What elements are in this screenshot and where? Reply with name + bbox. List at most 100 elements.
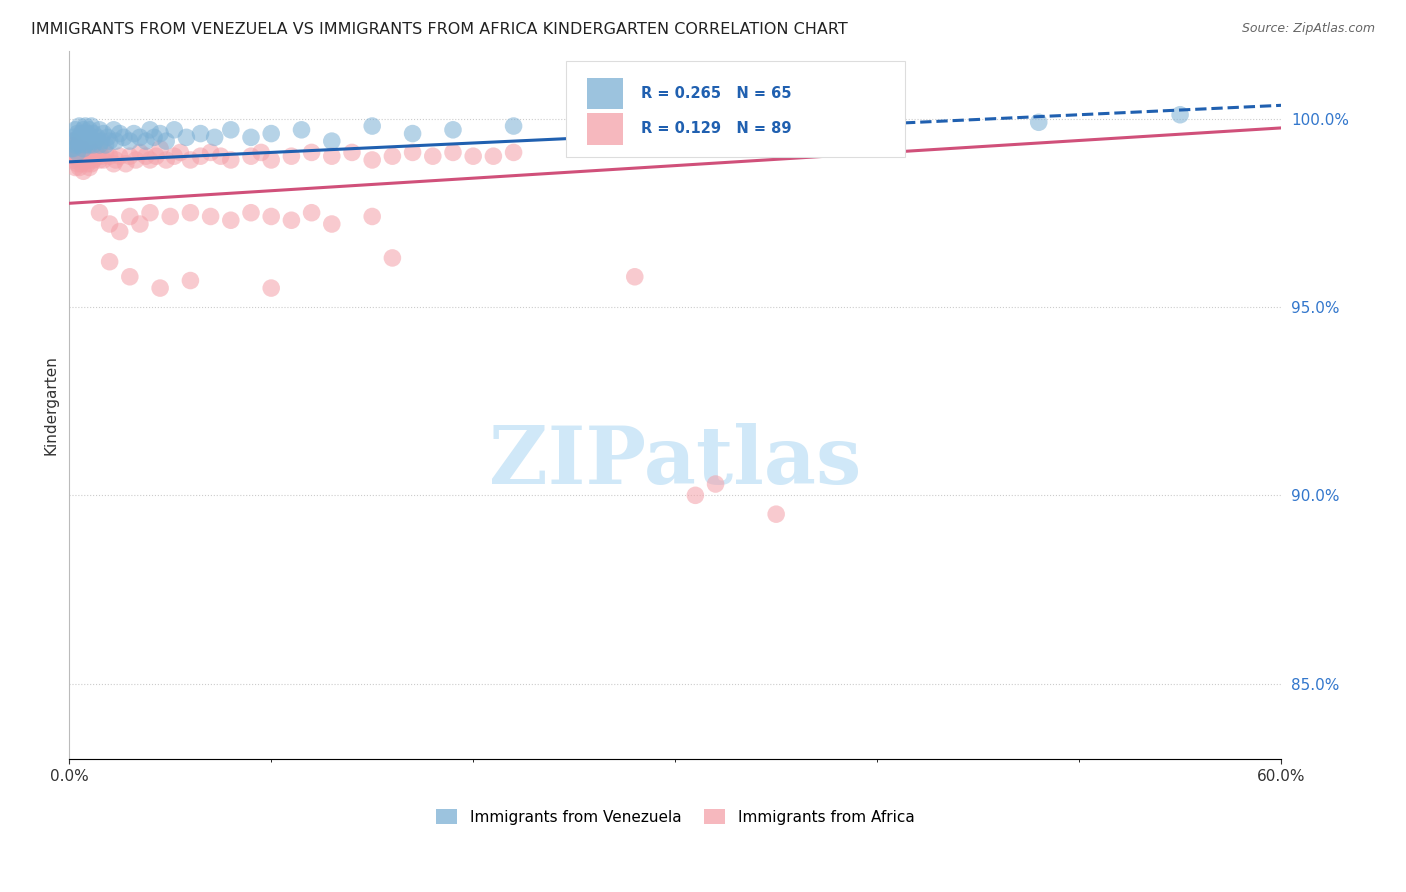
Point xyxy=(62,142,84,156)
Point xyxy=(93,153,115,167)
Point xyxy=(60,145,83,160)
Point xyxy=(86,149,108,163)
Point xyxy=(219,123,242,137)
Point xyxy=(219,213,242,227)
Point xyxy=(75,153,97,167)
Point xyxy=(321,149,343,163)
Point xyxy=(260,210,283,224)
Point xyxy=(163,123,186,137)
Point xyxy=(209,149,232,163)
Point xyxy=(502,145,524,160)
Point xyxy=(104,134,127,148)
Point xyxy=(125,153,148,167)
Point xyxy=(65,149,87,163)
Point xyxy=(70,134,93,148)
Point xyxy=(65,137,87,152)
Point xyxy=(66,127,89,141)
Point xyxy=(301,145,323,160)
Point xyxy=(422,149,444,163)
Point xyxy=(108,127,131,141)
Point xyxy=(179,205,201,219)
Point xyxy=(155,134,177,148)
Point xyxy=(72,153,94,167)
Point xyxy=(340,145,363,160)
Text: R = 0.265   N = 65: R = 0.265 N = 65 xyxy=(641,86,792,101)
Point xyxy=(72,123,94,137)
Point xyxy=(112,130,135,145)
Point xyxy=(149,142,172,156)
Point xyxy=(118,134,141,148)
Point xyxy=(98,134,121,148)
Point xyxy=(62,134,84,148)
Point xyxy=(76,157,98,171)
Point xyxy=(502,119,524,133)
Point xyxy=(200,145,222,160)
Point xyxy=(280,149,302,163)
Point xyxy=(76,134,98,148)
Point xyxy=(79,161,101,175)
Point xyxy=(143,130,166,145)
Point xyxy=(240,205,263,219)
Point xyxy=(704,477,727,491)
Point xyxy=(135,134,157,148)
Text: Source: ZipAtlas.com: Source: ZipAtlas.com xyxy=(1241,22,1375,36)
Point xyxy=(90,149,112,163)
Point xyxy=(84,145,107,160)
Point xyxy=(97,130,120,145)
Point xyxy=(583,127,606,141)
Point xyxy=(176,130,198,145)
Point xyxy=(139,205,162,219)
Point xyxy=(118,149,141,163)
Point xyxy=(98,254,121,268)
Point xyxy=(765,507,787,521)
Point xyxy=(155,153,177,167)
Point xyxy=(103,123,125,137)
Point xyxy=(76,127,98,141)
Point xyxy=(190,127,212,141)
Legend: Immigrants from Venezuela, Immigrants from Africa: Immigrants from Venezuela, Immigrants fr… xyxy=(436,809,914,825)
Point xyxy=(60,137,83,152)
Point xyxy=(80,149,103,163)
Point xyxy=(82,127,104,141)
Point xyxy=(260,127,283,141)
Point xyxy=(67,161,90,175)
Point xyxy=(70,149,93,163)
Point xyxy=(60,134,83,148)
Point xyxy=(66,145,89,160)
Point xyxy=(75,137,97,152)
Point xyxy=(108,225,131,239)
Point xyxy=(145,149,167,163)
Point xyxy=(129,145,152,160)
Point xyxy=(89,153,111,167)
Point xyxy=(482,149,505,163)
Point xyxy=(260,153,283,167)
Point xyxy=(67,119,90,133)
Point xyxy=(149,127,172,141)
Point xyxy=(98,149,121,163)
Point xyxy=(204,130,226,145)
Point xyxy=(60,142,83,156)
Point xyxy=(163,149,186,163)
Point xyxy=(108,149,131,163)
Point xyxy=(62,153,84,167)
Point xyxy=(122,127,145,141)
Point xyxy=(67,130,90,145)
Point xyxy=(240,130,263,145)
Point xyxy=(76,149,98,163)
Point xyxy=(765,123,787,137)
Point xyxy=(321,217,343,231)
Point xyxy=(94,137,117,152)
Point xyxy=(401,127,423,141)
Point xyxy=(118,210,141,224)
Point xyxy=(321,134,343,148)
Point xyxy=(169,145,191,160)
Point xyxy=(200,210,222,224)
Point xyxy=(79,123,101,137)
Point xyxy=(67,137,90,152)
Point xyxy=(89,137,111,152)
Point xyxy=(93,127,115,141)
Point xyxy=(70,142,93,156)
Point xyxy=(70,157,93,171)
Point xyxy=(361,153,384,167)
Point xyxy=(94,145,117,160)
